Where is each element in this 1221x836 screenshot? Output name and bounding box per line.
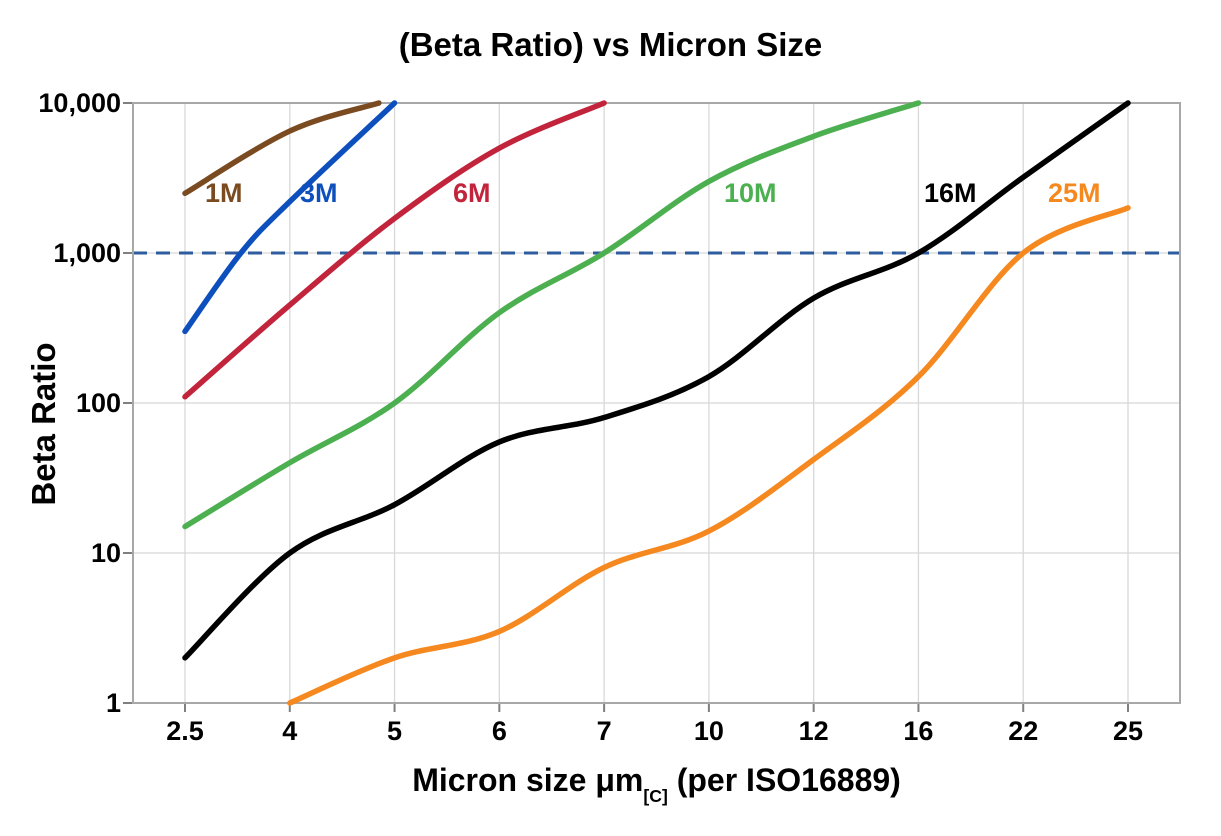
x-tick-label-16: 16 [903,716,934,746]
y-tick-label-100: 100 [75,388,121,418]
x-tick-label-2.5: 2.5 [166,716,204,746]
x-tick-label-25: 25 [1112,716,1144,746]
series-label-1M: 1M [205,178,243,208]
x-tick-label-22: 22 [1008,716,1039,746]
y-tick-label-10: 10 [90,538,121,568]
series-label-25M: 25M [1048,178,1101,208]
plot-border [132,102,1181,704]
chart-canvas [123,100,1181,712]
y-tick-label-1: 1 [105,688,121,718]
x-axis-title-subscript: [C] [643,786,668,807]
x-tick-label-5: 5 [387,716,403,746]
x-tick-label-6: 6 [491,716,507,746]
series-label-6M: 6M [453,178,491,208]
series-curve-6M [182,100,607,400]
x-tick-label-4: 4 [282,716,298,746]
series-curve-25M [287,205,1131,706]
x-tick-label-12: 12 [798,716,829,746]
series-label-3M: 3M [300,178,338,208]
x-axis-title: Micron size μm[C] (per ISO16889) [133,762,1180,807]
x-axis-title-suffix: (per ISO16889) [667,762,901,798]
axis-tick-marks [123,102,1129,712]
series-label-10M: 10M [724,178,777,208]
series-curve-1M [182,100,382,197]
plot-area [123,100,1181,712]
y-axis-title: Beta Ratio [25,342,62,506]
series-label-16M: 16M [924,178,977,208]
curves [182,100,1131,706]
x-axis-title-main: Micron size μm [412,762,644,798]
gridlines [133,103,1180,703]
series-curve-10M [182,100,922,530]
series-curve-3M [182,100,398,335]
y-tick-label-10000: 10,000 [38,88,121,118]
x-tick-label-10: 10 [693,716,724,746]
x-tick-label-7: 7 [596,716,612,746]
y-tick-label-1000: 1,000 [53,238,121,268]
chart-title: (Beta Ratio) vs Micron Size [398,26,823,63]
series-curve-16M [182,100,1131,661]
